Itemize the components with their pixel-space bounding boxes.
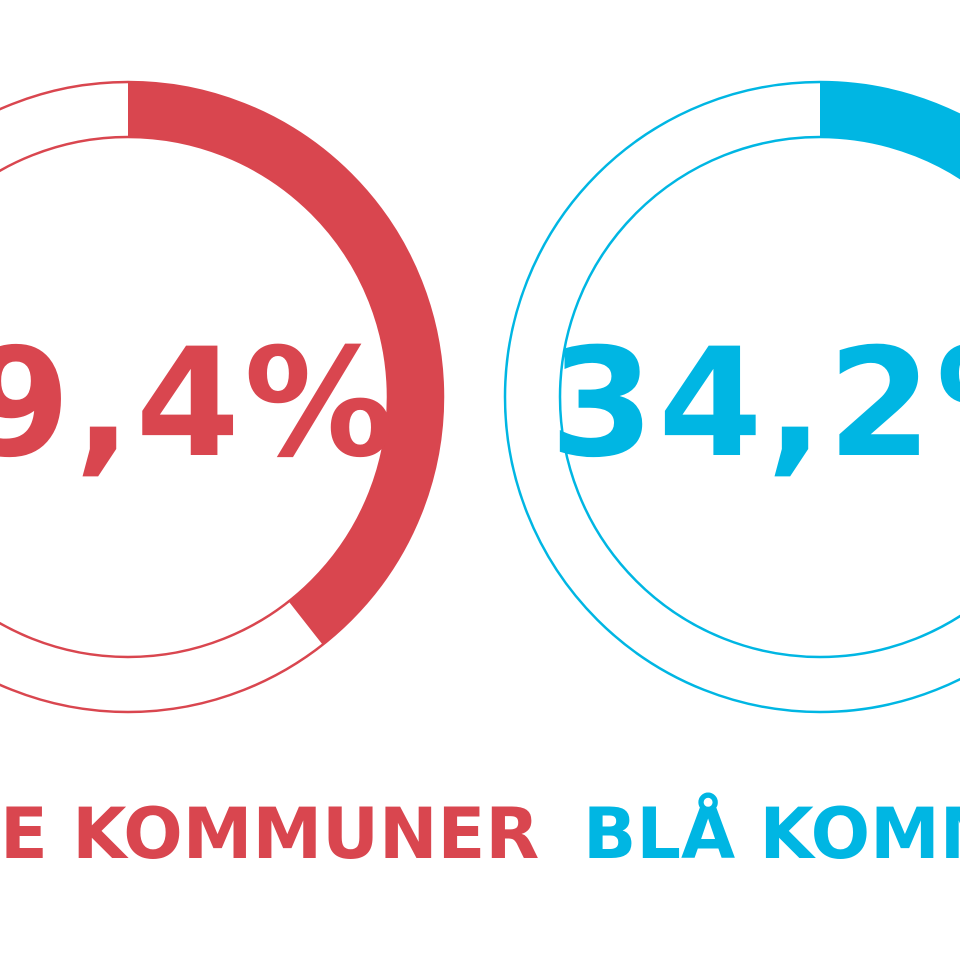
ring-outer <box>503 80 960 714</box>
ring-outer <box>0 80 445 714</box>
ring-inner <box>558 135 960 659</box>
gauge-label: BLÅ KOMMU <box>583 793 960 875</box>
ring-inner <box>0 135 390 659</box>
donut-segment <box>820 82 960 178</box>
value-label: 39,4% <box>0 317 398 491</box>
gauge-label: E KOMMUNER <box>0 793 539 875</box>
donut-segment <box>128 82 444 645</box>
value-label: 34,2% <box>550 317 960 491</box>
